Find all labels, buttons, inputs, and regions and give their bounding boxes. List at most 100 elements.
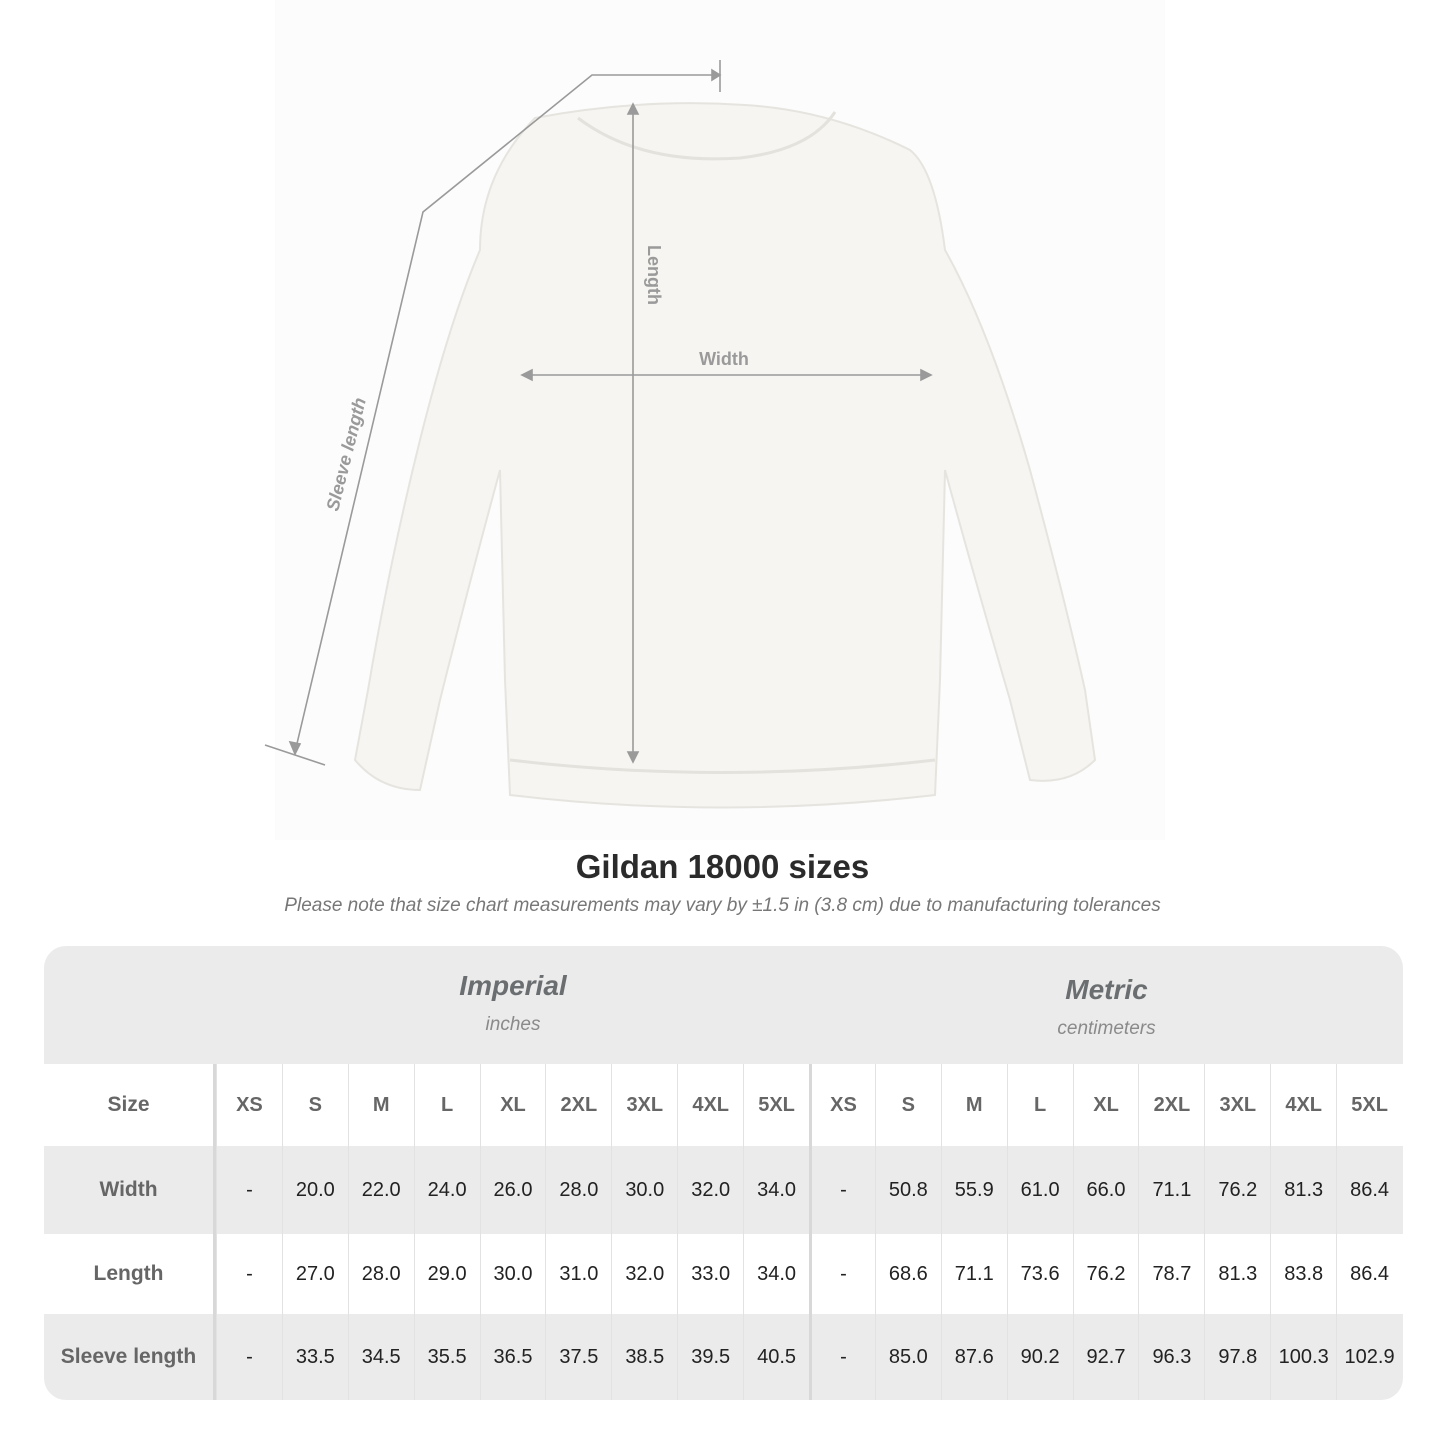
size-header-row: Size XS S M L XL 2XL 3XL 4XL 5XL XS S M L XL 2XL 3XL 4XL 5…	[44, 1064, 1403, 1146]
size-imperial-2xl: 2XL	[545, 1064, 611, 1146]
cell-value: 66.0	[1072, 1146, 1139, 1234]
cell-value: 26.0	[479, 1146, 546, 1234]
cell-value: 24.0	[413, 1146, 480, 1234]
cell-value: 34.0	[743, 1234, 809, 1314]
cell-value: 32.0	[677, 1146, 743, 1234]
cell-value: 71.1	[940, 1234, 1007, 1314]
arrow-icon	[626, 751, 640, 764]
size-imperial-5xl: 5XL	[743, 1064, 809, 1146]
size-imperial-xl: XL	[479, 1064, 546, 1146]
cell-value: 33.0	[677, 1234, 743, 1314]
size-metric-5xl: 5XL	[1336, 1064, 1402, 1146]
cell-value: 37.5	[545, 1314, 611, 1400]
cell-value: 83.8	[1270, 1234, 1336, 1314]
length-label: Length	[644, 245, 664, 305]
size-metric-xl: XL	[1072, 1064, 1139, 1146]
cell-value: 86.4	[1336, 1234, 1402, 1314]
cell-value: 90.2	[1006, 1314, 1073, 1400]
size-imperial-3xl: 3XL	[611, 1064, 677, 1146]
width-label: Width	[699, 349, 749, 369]
cell-value: -	[216, 1146, 282, 1234]
sleeve-length-line	[294, 74, 720, 753]
cell-value: 29.0	[413, 1234, 480, 1314]
size-imperial-l: L	[413, 1064, 480, 1146]
unit-header-band	[44, 946, 1403, 1064]
sweatshirt-diagram: Length Width Sleeve length	[264, 60, 1097, 809]
size-metric-4xl: 4XL	[1270, 1064, 1336, 1146]
size-imperial-m: M	[347, 1064, 414, 1146]
cell-value: 87.6	[940, 1314, 1007, 1400]
imperial-title: Imperial	[459, 970, 567, 1001]
cell-value: -	[809, 1234, 875, 1314]
table-row: Length -27.0 28.0 29.0 30.0 31.0 32.0 33.0 34.0-…	[44, 1234, 1403, 1314]
chart-title: Gildan 18000 sizes	[575, 848, 870, 885]
arrow-icon	[288, 740, 302, 756]
table-row: Sleeve length -33.5 34.5 35.5 36.5 37.5 38.5 39…	[44, 1314, 1403, 1400]
collar	[577, 111, 837, 161]
cell-value: 30.0	[479, 1234, 546, 1314]
table-row: Width -20.0 22.0 24.0 26.0 28.0 30.0 32.0 34.0-5…	[44, 1146, 1403, 1234]
cell-value: 76.2	[1204, 1146, 1270, 1234]
cell-value: 68.6	[874, 1234, 941, 1314]
cell-value: 28.0	[347, 1234, 414, 1314]
size-metric-xs: XS	[809, 1064, 875, 1146]
size-metric-3xl: 3XL	[1204, 1064, 1270, 1146]
sweatshirt	[353, 102, 1097, 809]
imperial-unit: inches	[485, 1014, 541, 1035]
cell-value: 32.0	[611, 1234, 677, 1314]
size-imperial-xs: XS	[216, 1064, 282, 1146]
cell-value: 102.9	[1336, 1314, 1402, 1400]
cell-value: 81.3	[1270, 1146, 1336, 1234]
arrow-icon	[920, 368, 933, 382]
cell-value: 71.1	[1138, 1146, 1204, 1234]
arrow-icon	[626, 102, 640, 115]
size-metric-s: S	[874, 1064, 941, 1146]
cell-value: -	[809, 1314, 875, 1400]
cell-value: 28.0	[545, 1146, 611, 1234]
cell-value: 35.5	[413, 1314, 480, 1400]
row-label: Width	[44, 1146, 216, 1234]
size-metric-l: L	[1006, 1064, 1073, 1146]
cell-value: 36.5	[479, 1314, 546, 1400]
size-metric-2xl: 2XL	[1138, 1064, 1204, 1146]
row-label: Sleeve length	[44, 1314, 216, 1400]
size-imperial-s: S	[281, 1064, 348, 1146]
hem-rib	[509, 758, 936, 774]
cell-value: 22.0	[347, 1146, 414, 1234]
arrow-icon	[520, 368, 533, 382]
cell-value: 38.5	[611, 1314, 677, 1400]
cell-value: 85.0	[874, 1314, 941, 1400]
cell-value: 40.5	[743, 1314, 809, 1400]
metric-header: Metric centimeters	[810, 974, 1403, 1040]
row-label: Length	[44, 1234, 216, 1314]
cell-value: 50.8	[874, 1146, 941, 1234]
cell-value: 86.4	[1336, 1146, 1402, 1234]
cell-value: 81.3	[1204, 1234, 1270, 1314]
imperial-header: Imperial inches	[216, 970, 810, 1036]
cell-value: 78.7	[1138, 1234, 1204, 1314]
arrow-icon	[711, 68, 722, 82]
size-label: Size	[44, 1064, 216, 1146]
cell-value: 61.0	[1006, 1146, 1073, 1234]
cell-value: 27.0	[281, 1234, 348, 1314]
cell-value: 92.7	[1072, 1314, 1139, 1400]
cell-value: 97.8	[1204, 1314, 1270, 1400]
cell-value: -	[216, 1234, 282, 1314]
cell-value: 55.9	[940, 1146, 1007, 1234]
cell-value: 34.0	[743, 1146, 809, 1234]
cell-value: 76.2	[1072, 1234, 1139, 1314]
size-metric-m: M	[940, 1064, 1007, 1146]
cell-value: 100.3	[1270, 1314, 1336, 1400]
cell-value: 33.5	[281, 1314, 348, 1400]
size-table: Imperial inches Metric centimeters Size X…	[44, 946, 1403, 1400]
cell-value: 96.3	[1138, 1314, 1204, 1400]
cell-value: -	[809, 1146, 875, 1234]
cell-value: 34.5	[347, 1314, 414, 1400]
cell-value: 39.5	[677, 1314, 743, 1400]
metric-unit: centimeters	[1057, 1018, 1156, 1039]
cell-value: 20.0	[281, 1146, 348, 1234]
cell-value: 31.0	[545, 1234, 611, 1314]
cell-value: 30.0	[611, 1146, 677, 1234]
metric-title: Metric	[1065, 974, 1148, 1005]
cell-value: -	[216, 1314, 282, 1400]
